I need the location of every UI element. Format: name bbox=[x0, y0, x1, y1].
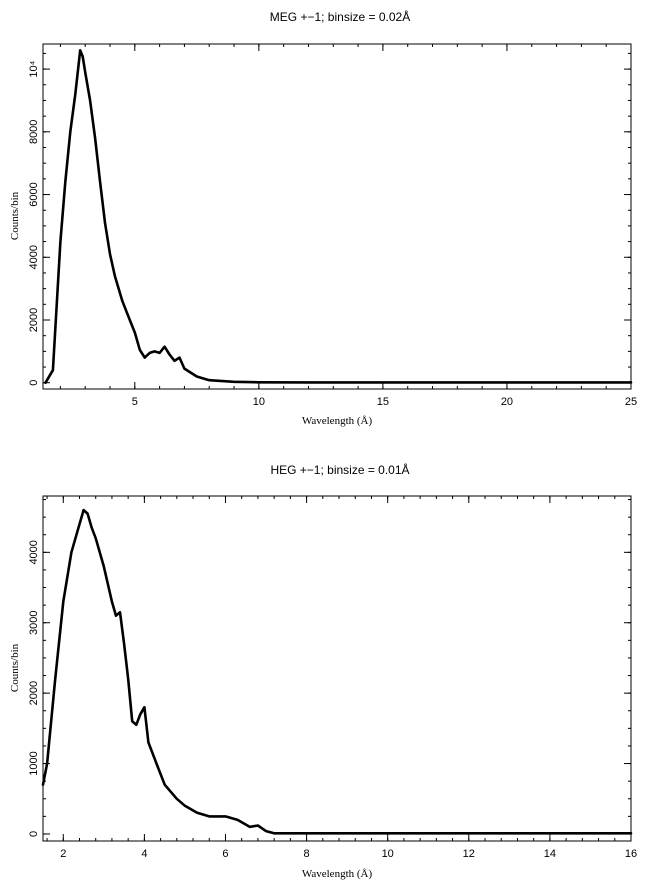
meg-plot-frame bbox=[42, 43, 632, 390]
heg-y-tick-label: 0 bbox=[28, 831, 40, 837]
heg-y-tick-label: 1000 bbox=[28, 751, 40, 775]
heg-x-tick-label: 4 bbox=[141, 848, 147, 860]
meg-x-tick-label: 10 bbox=[253, 396, 265, 408]
meg-y-tick-label: 2000 bbox=[28, 308, 40, 332]
meg-x-axis-label: Wavelength (Å) bbox=[302, 415, 373, 427]
heg-x-axis: 2 4 6 8 10 12 14 16 bbox=[46, 496, 637, 860]
heg-chart-title: HEG +−1; binsize = 0.01Å bbox=[270, 462, 409, 477]
meg-y-tick-label: 8000 bbox=[28, 120, 40, 144]
heg-y-axis: 0 1000 2000 3000 4000 bbox=[28, 499, 631, 837]
heg-x-tick-label: 16 bbox=[625, 848, 637, 860]
heg-y-tick-label: 2000 bbox=[28, 681, 40, 705]
meg-y-axis: 0 2000 4000 6000 8000 10⁴ bbox=[28, 52, 631, 386]
meg-y-tick-label: 10⁴ bbox=[28, 60, 40, 77]
heg-plot-frame bbox=[42, 495, 632, 842]
meg-y-tick-label: 0 bbox=[28, 380, 40, 386]
heg-x-tick-label: 8 bbox=[304, 848, 310, 860]
meg-x-axis: 5 10 15 20 25 bbox=[59, 44, 637, 408]
heg-x-tick-label: 10 bbox=[382, 848, 394, 860]
meg-x-tick-label: 25 bbox=[625, 396, 637, 408]
heg-y-tick-label: 3000 bbox=[28, 610, 40, 634]
meg-y-tick-label: 4000 bbox=[28, 245, 40, 269]
heg-panel: HEG +−1; binsize = 0.01Å 2 4 6 8 10 12 14 16 0 1… bbox=[9, 462, 637, 880]
heg-y-axis-label: Counts/bin bbox=[9, 643, 21, 692]
heg-x-tick-label: 6 bbox=[222, 848, 228, 860]
meg-spectrum-line bbox=[44, 48, 633, 385]
meg-y-axis-label: Counts/bin bbox=[9, 191, 21, 240]
heg-x-tick-label: 2 bbox=[60, 848, 66, 860]
meg-x-tick-label: 15 bbox=[377, 396, 389, 408]
heg-plot-area bbox=[41, 508, 633, 835]
meg-plot-area bbox=[44, 48, 633, 385]
heg-spectrum-line bbox=[41, 508, 633, 835]
heg-y-tick-label: 4000 bbox=[28, 540, 40, 564]
meg-panel: MEG +−1; binsize = 0.02Å 5 10 15 20 25 0 2000… bbox=[9, 9, 637, 427]
meg-y-tick-label: 6000 bbox=[28, 182, 40, 206]
meg-chart-title: MEG +−1; binsize = 0.02Å bbox=[270, 9, 410, 24]
heg-x-tick-label: 12 bbox=[463, 848, 475, 860]
heg-x-axis-label: Wavelength (Å) bbox=[302, 868, 373, 880]
heg-x-tick-label: 14 bbox=[544, 848, 556, 860]
meg-x-tick-label: 20 bbox=[501, 396, 513, 408]
meg-x-tick-label: 5 bbox=[132, 396, 138, 408]
